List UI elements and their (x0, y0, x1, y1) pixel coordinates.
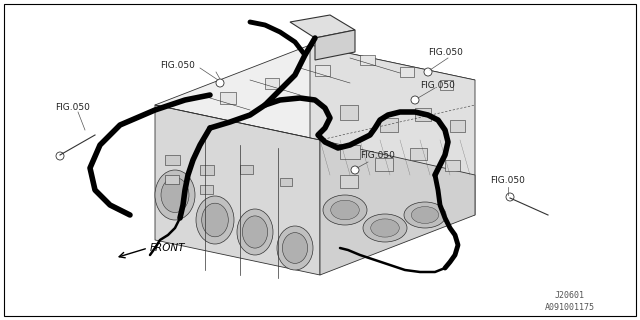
Ellipse shape (282, 233, 308, 263)
Bar (410, 148, 427, 160)
Bar (375, 158, 393, 171)
Ellipse shape (277, 226, 313, 270)
Bar (340, 175, 358, 188)
Polygon shape (310, 45, 475, 215)
Text: FIG.050: FIG.050 (490, 176, 525, 185)
Text: FIG.050: FIG.050 (420, 81, 455, 90)
Polygon shape (315, 30, 355, 60)
Bar (165, 175, 179, 184)
Polygon shape (320, 140, 475, 275)
Text: A091001175: A091001175 (545, 303, 595, 313)
Ellipse shape (331, 200, 359, 220)
Text: FIG.050: FIG.050 (360, 151, 395, 160)
Polygon shape (155, 105, 320, 275)
Bar (440, 80, 453, 90)
Circle shape (56, 152, 64, 160)
Circle shape (506, 193, 514, 201)
Ellipse shape (237, 209, 273, 255)
Bar (220, 92, 236, 104)
Bar (340, 105, 358, 120)
Bar (165, 155, 180, 165)
Text: FIG.050: FIG.050 (428, 48, 463, 57)
Text: FIG.050: FIG.050 (55, 103, 90, 113)
Ellipse shape (363, 214, 407, 242)
Bar (400, 67, 414, 77)
Bar (200, 185, 213, 194)
Bar (265, 78, 279, 89)
Ellipse shape (243, 216, 268, 248)
Text: FRONT: FRONT (150, 243, 186, 253)
Circle shape (351, 166, 359, 174)
Bar (445, 160, 460, 171)
Ellipse shape (404, 202, 446, 228)
Text: J20601: J20601 (555, 291, 585, 300)
Ellipse shape (196, 196, 234, 244)
Ellipse shape (155, 170, 195, 220)
Bar (415, 108, 431, 121)
Bar (340, 145, 360, 159)
Bar (450, 120, 465, 132)
Bar (240, 165, 253, 174)
Polygon shape (155, 45, 475, 140)
Circle shape (216, 79, 224, 87)
Ellipse shape (371, 219, 399, 237)
Circle shape (411, 96, 419, 104)
Bar (200, 165, 214, 175)
Ellipse shape (323, 195, 367, 225)
Ellipse shape (161, 178, 189, 212)
Text: FIG.050: FIG.050 (160, 61, 195, 70)
Bar (315, 65, 330, 76)
Bar (380, 118, 398, 132)
Polygon shape (290, 15, 355, 38)
Circle shape (424, 68, 432, 76)
Ellipse shape (412, 206, 438, 223)
Ellipse shape (202, 203, 228, 237)
Bar (360, 55, 375, 65)
Bar (280, 178, 292, 186)
